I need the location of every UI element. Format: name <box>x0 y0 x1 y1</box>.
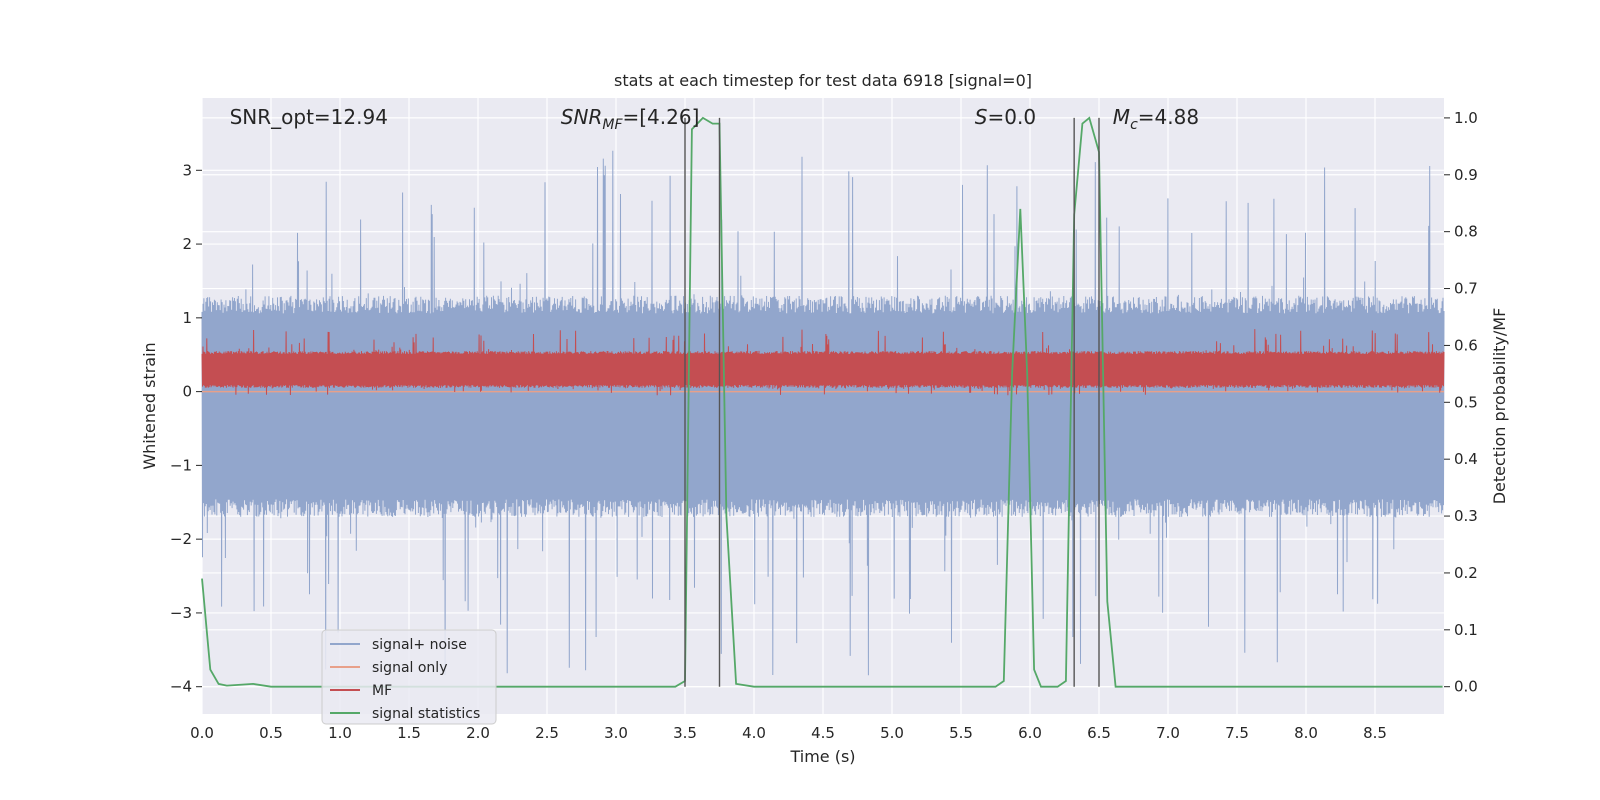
y-right-tick-label: 0.3 <box>1454 507 1478 525</box>
x-tick-label: 2.5 <box>535 724 559 742</box>
marker-lines <box>684 117 1100 687</box>
x-tick-label: 8.0 <box>1294 724 1318 742</box>
x-tick-label: 6.0 <box>1018 724 1042 742</box>
x-tick-label: 2.0 <box>466 724 490 742</box>
y-right-tick-label: 0.1 <box>1454 621 1478 639</box>
x-tick-label: 7.0 <box>1156 724 1180 742</box>
y-tick-label: −3 <box>170 604 192 622</box>
annotation-part: =4.88 <box>1138 105 1199 129</box>
legend: signal+ noise signal only MF signal statist… <box>321 629 497 725</box>
y-tick-label: 1 <box>182 309 192 327</box>
series-layer <box>201 116 1445 688</box>
series-line <box>201 116 1443 688</box>
chart-title: stats at each timestep for test data 691… <box>614 71 1032 90</box>
annotation-part: =0.0 <box>988 105 1037 129</box>
y-tick-label: −2 <box>170 530 192 548</box>
x-tick-label: 0.0 <box>190 724 214 742</box>
annotations: SNR_opt=12.94 SNRMF=[4.26] S=0.0 Mc=4.88 <box>230 105 1199 133</box>
y-right-tick-label: 0.0 <box>1454 678 1478 696</box>
x-tick-label: 3.5 <box>673 724 697 742</box>
x-tick-label: 3.0 <box>604 724 628 742</box>
x-tick-label: 1.0 <box>328 724 352 742</box>
y-right-tick-label: 0.2 <box>1454 564 1478 582</box>
y-axis-right-label: Detection probability/MF <box>1490 308 1509 505</box>
y-tick-label: 0 <box>182 383 192 401</box>
x-tick-label: 4.5 <box>811 724 835 742</box>
annotation-mc: Mc=4.88 <box>1113 105 1199 133</box>
x-tick-label: 8.5 <box>1363 724 1387 742</box>
x-tick-label: 0.5 <box>259 724 283 742</box>
x-tick-label: 6.5 <box>1087 724 1111 742</box>
annotation-part: c <box>1130 117 1138 133</box>
x-axis-label: Time (s) <box>789 747 855 766</box>
x-tick-label: 5.5 <box>949 724 973 742</box>
y-tick-label: −4 <box>170 678 192 696</box>
annotation-part: SNR <box>561 105 603 129</box>
annotation-part: M <box>1113 105 1130 129</box>
y-tick-label: −1 <box>170 456 192 474</box>
y-tick-label: 2 <box>182 235 192 253</box>
legend-label: MF <box>372 683 392 699</box>
y-right-tick-label: 0.4 <box>1454 450 1478 468</box>
y-right-tick-label: 0.6 <box>1454 336 1478 354</box>
annotation-snr-mf: SNRMF=[4.26] <box>561 105 700 133</box>
y-right-tick-label: 0.5 <box>1454 393 1478 411</box>
x-tick-label: 1.5 <box>397 724 421 742</box>
x-tick-label: 4.0 <box>742 724 766 742</box>
annotation-part: SNR_opt=12.94 <box>230 105 388 129</box>
y-right-tick-label: 0.7 <box>1454 280 1478 298</box>
annotation-part: S <box>975 105 988 129</box>
annotation-part: =[4.26] <box>623 105 700 129</box>
annotation-part: MF <box>602 117 623 133</box>
legend-label: signal only <box>372 660 447 676</box>
y-right-tick-label: 0.9 <box>1454 166 1478 184</box>
legend-box <box>321 629 497 725</box>
series-line <box>201 329 1445 396</box>
legend-label: signal+ noise <box>372 637 467 653</box>
legend-label: signal statistics <box>372 706 480 722</box>
series-line <box>201 150 1445 676</box>
x-tick-label: 7.5 <box>1225 724 1249 742</box>
y-axis-label: Whitened strain <box>140 342 159 469</box>
annotation-snr-opt: SNR_opt=12.94 <box>230 105 388 129</box>
tick-labels: 0.0 0.5 1.0 1.5 2.0 2.5 3.0 3.5 4.0 4.5 5.0 5.5 6.0 6… <box>170 109 1478 742</box>
annotation-s-stat: S=0.0 <box>975 105 1036 129</box>
y-right-tick-label: 1.0 <box>1454 109 1478 127</box>
y-tick-label: 3 <box>182 161 192 179</box>
x-tick-label: 5.0 <box>880 724 904 742</box>
y-right-tick-label: 0.8 <box>1454 223 1478 241</box>
